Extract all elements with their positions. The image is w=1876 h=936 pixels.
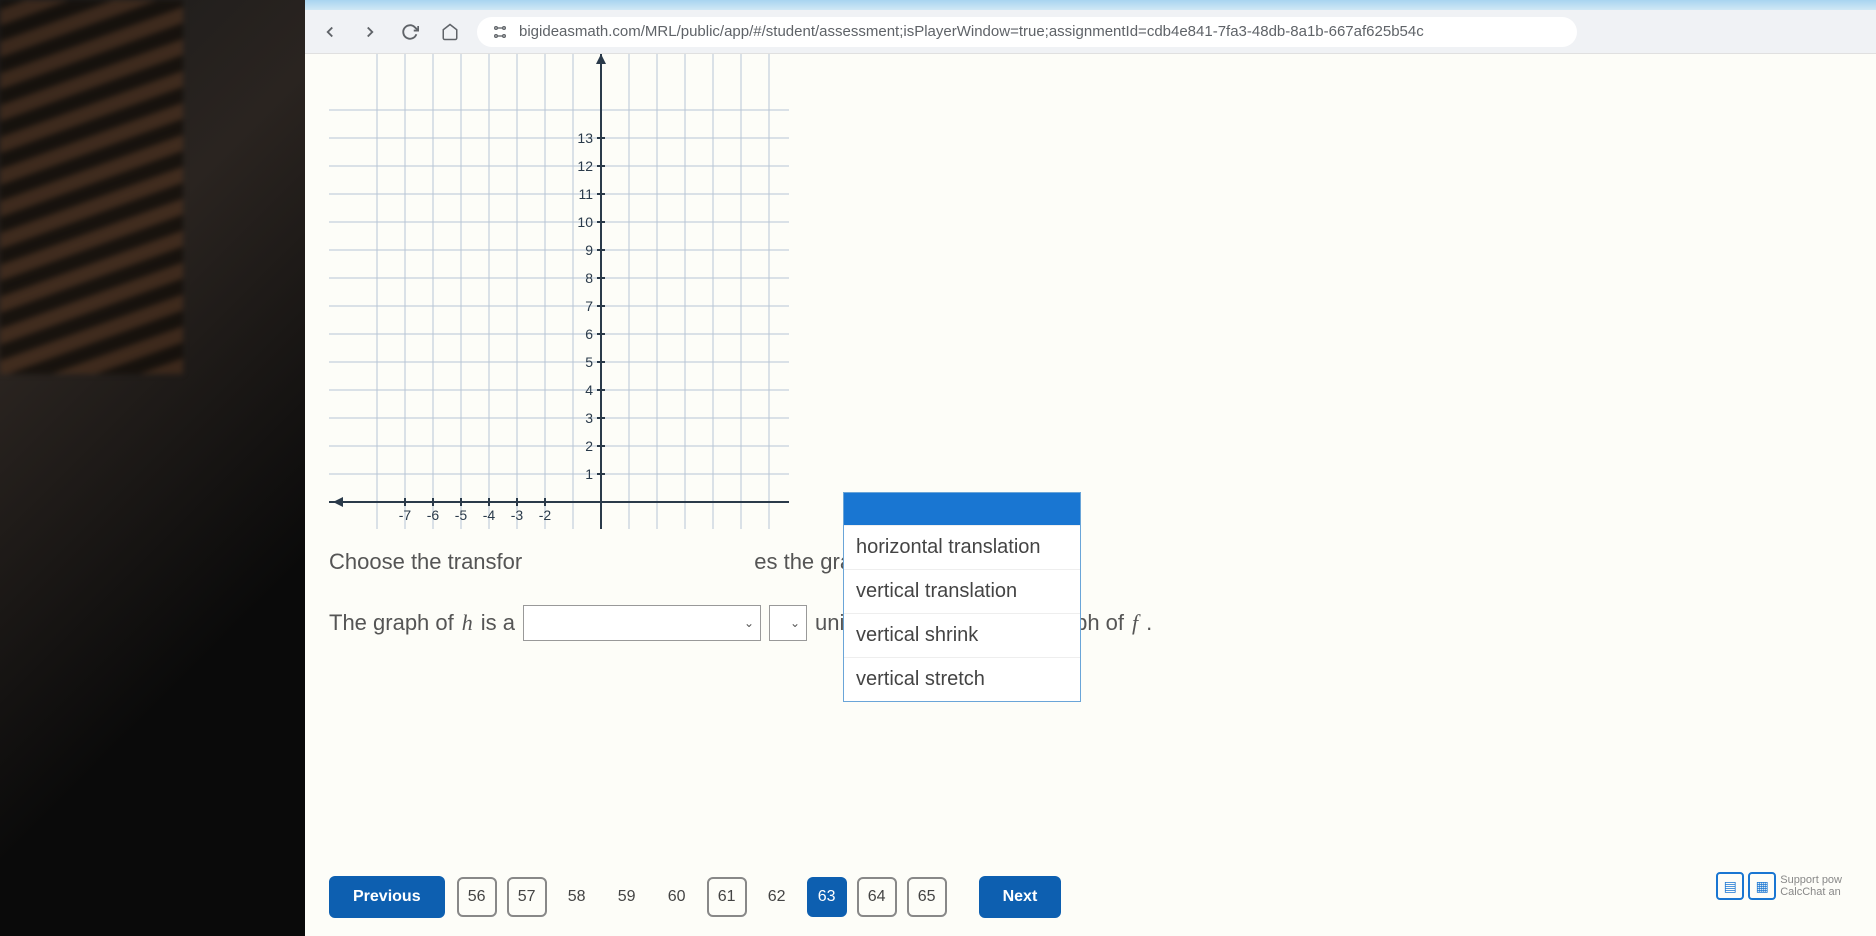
svg-text:-6: -6 (427, 507, 440, 523)
answer-prefix: The graph of (329, 610, 454, 636)
svg-text:-5: -5 (455, 507, 468, 523)
browser-window: bigideasmath.com/MRL/public/app/#/studen… (305, 0, 1876, 936)
page-number[interactable]: 62 (757, 877, 797, 917)
address-bar[interactable]: bigideasmath.com/MRL/public/app/#/studen… (477, 17, 1577, 47)
page-number[interactable]: 59 (607, 877, 647, 917)
dropdown-selected-blank[interactable] (844, 493, 1080, 525)
answer-row: The graph of h is a ⌄ ⌄ unit(s) ⌄ of the… (329, 605, 1876, 641)
svg-text:10: 10 (577, 214, 593, 230)
answer-suffix2: . (1146, 610, 1152, 636)
svg-text:3: 3 (585, 410, 593, 426)
page-number[interactable]: 64 (857, 877, 897, 917)
page-numbers: 56575859606162636465 (457, 877, 947, 917)
desktop-background-left (0, 0, 305, 936)
svg-text:4: 4 (585, 382, 593, 398)
home-button[interactable] (437, 19, 463, 45)
site-settings-icon (491, 23, 509, 41)
svg-text:8: 8 (585, 270, 593, 286)
svg-text:7: 7 (585, 298, 593, 314)
svg-text:5: 5 (585, 354, 593, 370)
browser-toolbar: bigideasmath.com/MRL/public/app/#/studen… (305, 10, 1876, 54)
svg-text:2: 2 (585, 438, 593, 454)
answer-mid: is a (481, 610, 515, 636)
support-widget[interactable]: ▤ ▦ Support pow CalcChat an (1716, 872, 1842, 900)
amount-dropdown[interactable]: ⌄ (769, 605, 807, 641)
coordinate-graph: -7-6-5-4-3-212345678910111213 (329, 54, 789, 529)
svg-text:-3: -3 (511, 507, 524, 523)
page-number[interactable]: 63 (807, 877, 847, 917)
dropdown-option[interactable]: vertical translation (844, 569, 1080, 613)
url-text: bigideasmath.com/MRL/public/app/#/studen… (519, 23, 1424, 40)
svg-text:-2: -2 (539, 507, 552, 523)
answer-var-h: h (462, 610, 473, 636)
dropdown-option[interactable]: vertical stretch (844, 657, 1080, 701)
forward-button[interactable] (357, 19, 383, 45)
page-number[interactable]: 61 (707, 877, 747, 917)
previous-button[interactable]: Previous (329, 876, 445, 918)
svg-text:-7: -7 (399, 507, 412, 523)
dropdown-option[interactable]: horizontal translation (844, 525, 1080, 569)
page-number[interactable]: 60 (657, 877, 697, 917)
svg-text:12: 12 (577, 158, 593, 174)
browser-tab-strip (305, 0, 1876, 10)
svg-text:13: 13 (577, 130, 593, 146)
support-text: Support pow CalcChat an (1780, 874, 1842, 898)
chevron-down-icon: ⌄ (744, 616, 754, 630)
svg-text:11: 11 (578, 186, 593, 202)
chevron-down-icon: ⌄ (790, 616, 800, 630)
reload-button[interactable] (397, 19, 423, 45)
svg-text:9: 9 (585, 242, 593, 258)
answer-var-f: f (1132, 610, 1138, 636)
pagination-bar: Previous 56575859606162636465 Next ▤ ▦ S… (329, 876, 1852, 918)
question-prefix: Choose the transfor (329, 549, 522, 575)
transformation-dropdown-popup: horizontal translationvertical translati… (843, 492, 1081, 702)
next-button[interactable]: Next (979, 876, 1062, 918)
page-number[interactable]: 57 (507, 877, 547, 917)
page-number[interactable]: 58 (557, 877, 597, 917)
back-button[interactable] (317, 19, 343, 45)
dropdown-option[interactable]: vertical shrink (844, 613, 1080, 657)
page-number[interactable]: 65 (907, 877, 947, 917)
question-text-row: Choose the transfor es the graph. (329, 549, 1876, 575)
transformation-dropdown[interactable]: ⌄ (523, 605, 761, 641)
svg-text:6: 6 (585, 326, 593, 342)
chat-icon: ▤ (1716, 872, 1744, 900)
svg-text:-4: -4 (483, 507, 496, 523)
svg-text:1: 1 (585, 466, 593, 482)
page-number[interactable]: 56 (457, 877, 497, 917)
calc-icon: ▦ (1748, 872, 1776, 900)
page-content: -7-6-5-4-3-212345678910111213 horizontal… (305, 54, 1876, 936)
